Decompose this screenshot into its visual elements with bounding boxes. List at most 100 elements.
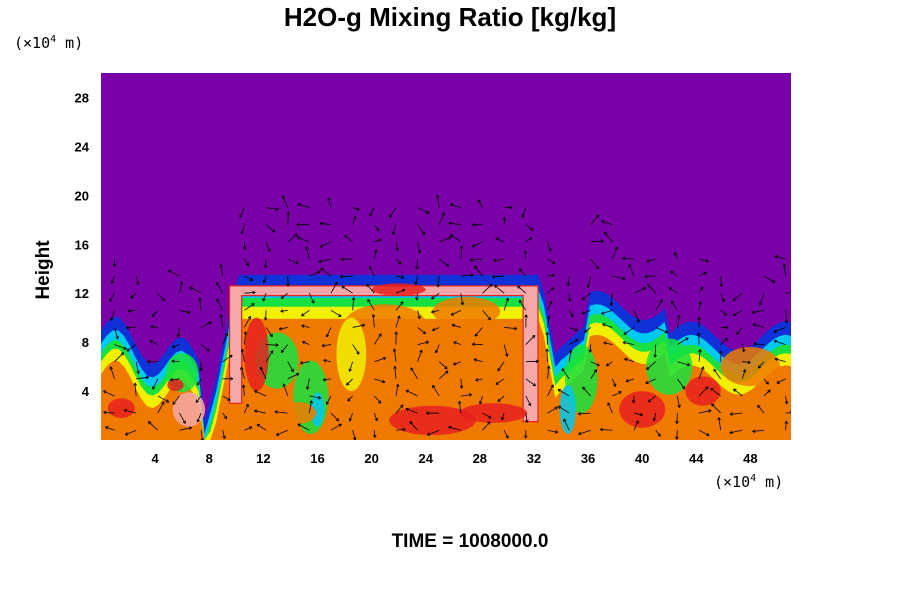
wind-arrow-head-285 — [581, 296, 586, 301]
wind-arrow-368 — [763, 389, 771, 397]
wind-arrow-head-325 — [675, 436, 679, 440]
wind-arrow-head-163 — [397, 315, 401, 319]
wind-arrow-head-187 — [432, 384, 436, 389]
wind-arrow-head-38 — [179, 281, 184, 285]
mixing-ratio-field — [101, 274, 791, 440]
wind-arrow-3 — [110, 366, 115, 379]
wind-arrow-head-30 — [188, 426, 193, 430]
wind-arrow-head-55 — [219, 314, 224, 318]
wind-arrow-head-99 — [286, 211, 291, 215]
wind-arrow-head-205 — [451, 323, 456, 328]
wind-arrow-head-320 — [664, 329, 668, 334]
wind-arrow-head-117 — [325, 401, 330, 405]
wind-arrow-head-32 — [172, 401, 176, 405]
x-tick-label-7: 32 — [527, 451, 541, 466]
wind-arrow-318 — [646, 361, 656, 370]
wind-arrow-122 — [330, 309, 342, 317]
wind-arrow-332 — [670, 300, 678, 311]
wind-arrow-290 — [600, 429, 613, 431]
wind-arrow-78 — [266, 344, 279, 346]
wind-arrow-head-133 — [348, 368, 352, 372]
wind-arrow-80 — [265, 310, 267, 321]
wind-arrow-352 — [720, 337, 728, 345]
wind-arrow-308 — [622, 341, 635, 345]
wind-arrow-220 — [482, 310, 491, 321]
wind-arrow-336 — [698, 429, 710, 436]
wind-arrow-362 — [741, 344, 745, 352]
wind-arrow-head-105 — [299, 361, 304, 365]
wind-arrow-head-113 — [296, 222, 300, 227]
y-axis-unit: (×104 m) — [14, 34, 84, 52]
wind-arrow-head-356 — [719, 284, 724, 288]
wind-arrow-319 — [654, 344, 657, 358]
wind-vectors — [103, 194, 791, 440]
wind-arrow-312 — [628, 264, 635, 277]
wind-arrow-322 — [647, 283, 657, 294]
wind-arrow-60 — [244, 403, 249, 414]
wind-arrow-head-153 — [374, 249, 378, 253]
wind-arrow-head-237 — [493, 258, 497, 263]
wind-arrow-head-279 — [582, 386, 586, 391]
wind-arrow-head-350 — [713, 368, 717, 373]
wind-arrow-127 — [319, 222, 332, 226]
wind-arrow-head-151 — [366, 283, 370, 288]
wind-arrow-head-122 — [338, 313, 342, 317]
wind-arrow-327 — [676, 395, 680, 408]
wind-arrow-386 — [774, 255, 786, 260]
wind-arrow-348 — [711, 403, 721, 414]
wind-arrow-head-35 — [171, 344, 176, 349]
wind-arrow-339 — [698, 366, 704, 379]
wind-arrow-head-51 — [227, 397, 231, 401]
wind-arrow-head-293 — [612, 383, 617, 387]
wind-arrow-286 — [587, 275, 592, 288]
wind-arrow-98 — [287, 233, 298, 243]
wind-arrow-369 — [763, 378, 769, 385]
wind-arrow-202 — [460, 378, 463, 389]
wind-arrow-head-56 — [216, 298, 220, 302]
wind-arrow-head-260 — [545, 332, 550, 336]
wind-arrow-head-274 — [570, 313, 574, 317]
wind-arrow-85 — [265, 224, 276, 233]
time-label: TIME = 1008000.0 — [391, 531, 549, 552]
wind-arrow-54 — [222, 332, 228, 345]
wind-arrow-head-141 — [353, 215, 357, 220]
wind-arrow-333 — [668, 287, 678, 294]
wind-arrow-211 — [448, 222, 461, 226]
wind-arrow-34 — [171, 360, 180, 363]
wind-arrow-133 — [349, 361, 354, 372]
wind-arrow-13 — [134, 382, 137, 396]
wind-arrow-head-179 — [415, 297, 419, 301]
wind-arrow-119 — [323, 359, 332, 363]
wind-arrow-293 — [612, 378, 616, 387]
wind-arrow-182 — [417, 241, 421, 254]
wind-arrow-97 — [287, 258, 299, 264]
wind-arrow-head-7 — [110, 317, 114, 322]
wind-arrow-head-70 — [243, 246, 247, 250]
wind-arrow-230 — [495, 378, 505, 385]
wind-arrow-146 — [374, 378, 386, 383]
wind-arrow-102 — [308, 400, 312, 414]
wind-arrow-321 — [655, 299, 663, 311]
wind-arrow-head-241 — [523, 435, 528, 439]
wind-arrow-head-128 — [327, 197, 331, 201]
wind-arrow-310 — [633, 310, 640, 323]
wind-arrow-head-369 — [765, 381, 769, 385]
wind-arrow-head-326 — [675, 420, 679, 424]
wind-arrow-head-292 — [618, 391, 622, 395]
wind-arrow-head-332 — [670, 300, 675, 304]
wind-arrow-343 — [698, 301, 702, 311]
wind-arrow-344 — [698, 286, 704, 294]
wind-arrow-head-364 — [732, 312, 737, 317]
wind-arrow-335 — [674, 252, 678, 260]
wind-arrow-head-224 — [471, 244, 476, 248]
wind-arrow-379 — [776, 378, 786, 384]
wind-arrow-head-27 — [150, 324, 154, 329]
wind-arrow-head-77 — [269, 350, 274, 354]
field-blob-16 — [685, 376, 721, 406]
wind-arrow-head-242 — [525, 419, 529, 423]
wind-arrow-head-145 — [378, 400, 382, 404]
wind-arrow-212 — [450, 203, 462, 208]
wind-arrow-head-300 — [614, 246, 618, 250]
wind-arrow-head-184 — [426, 210, 430, 214]
wind-arrow-367 — [757, 404, 765, 414]
